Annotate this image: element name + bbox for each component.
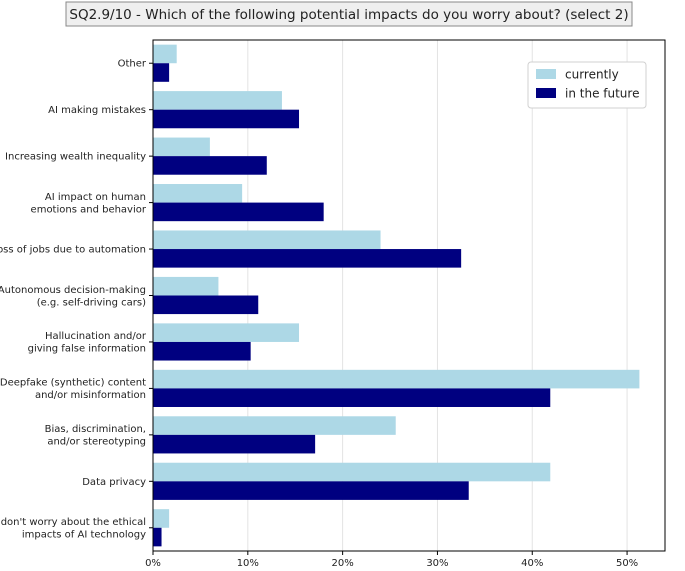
y-tick-label-7: Deepfake (synthetic) content and/or misin… xyxy=(0,378,146,402)
bar-future-8 xyxy=(153,434,316,454)
bar-currently-3 xyxy=(153,184,243,203)
chart-title: SQ2.9/10 - Which of the following potent… xyxy=(69,7,628,23)
bar-currently-7 xyxy=(153,369,640,389)
bar-currently-6 xyxy=(153,323,300,342)
legend-swatch-0 xyxy=(536,69,556,79)
y-tick-label-10: I don't worry about the ethical impacts o… xyxy=(0,517,146,541)
bar-future-6 xyxy=(153,341,251,361)
x-tick-label-5: 50% xyxy=(616,558,638,569)
y-tick-label-0: Other xyxy=(118,59,147,70)
chart-title-box xyxy=(65,1,633,27)
y-tick-label-5: Autonomous decision-making (e.g. self-dri… xyxy=(0,285,146,309)
bar-currently-4 xyxy=(153,230,381,250)
bar-future-0 xyxy=(153,63,170,82)
bar-currently-2 xyxy=(153,137,210,157)
bar-future-1 xyxy=(153,109,300,129)
x-tick-label-2: 20% xyxy=(332,558,354,569)
bar-currently-0 xyxy=(153,44,177,64)
y-tick-label-9: Data privacy xyxy=(82,477,146,488)
x-tick-label-4: 40% xyxy=(521,558,543,569)
x-tick-label-3: 30% xyxy=(426,558,448,569)
bar-future-2 xyxy=(153,156,267,175)
bar-currently-5 xyxy=(153,276,219,296)
x-tick-label-0: 0% xyxy=(145,558,161,569)
legend-swatch-1 xyxy=(536,88,556,98)
bar-future-10 xyxy=(153,527,162,547)
bar-currently-9 xyxy=(153,462,551,482)
x-tick-label-1: 10% xyxy=(237,558,259,569)
bar-future-7 xyxy=(153,388,551,407)
bar-future-9 xyxy=(153,481,469,500)
bar-future-4 xyxy=(153,249,462,268)
bar-currently-1 xyxy=(153,91,282,110)
y-tick-label-4: Loss of jobs due to automation xyxy=(0,245,146,256)
bar-future-5 xyxy=(153,295,259,315)
y-tick-label-3: AI impact on human emotions and behavior xyxy=(31,192,147,216)
y-tick-label-8: Bias, discrimination, and/or stereotyping xyxy=(45,424,146,448)
bar-currently-8 xyxy=(153,416,396,435)
y-tick-label-2: Increasing wealth inequality xyxy=(5,152,146,163)
legend-label-1: in the future xyxy=(565,87,639,101)
legend-box xyxy=(527,61,647,109)
y-tick-label-6: Hallucination and/or giving false informa… xyxy=(28,331,147,355)
y-tick-label-1: AI making mistakes xyxy=(48,105,146,116)
bar-future-3 xyxy=(153,202,324,222)
legend-label-0: currently xyxy=(565,68,619,82)
bar-currently-10 xyxy=(153,509,170,528)
